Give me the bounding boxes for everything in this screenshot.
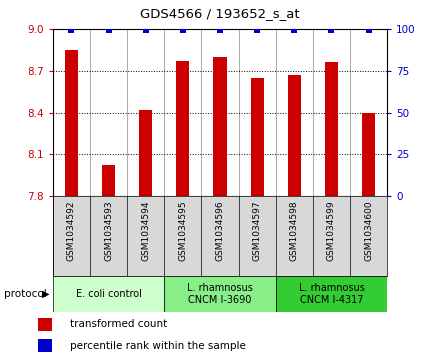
Bar [325, 62, 338, 196]
Text: ▶: ▶ [42, 289, 49, 299]
Text: GSM1034597: GSM1034597 [253, 200, 262, 261]
Text: percentile rank within the sample: percentile rank within the sample [70, 341, 246, 351]
Text: GSM1034594: GSM1034594 [141, 200, 150, 261]
Text: GSM1034596: GSM1034596 [216, 200, 224, 261]
Text: L. rhamnosus
CNCM I-4317: L. rhamnosus CNCM I-4317 [298, 283, 364, 305]
Text: GSM1034593: GSM1034593 [104, 200, 113, 261]
Bar [176, 61, 189, 196]
Point [105, 27, 112, 33]
Point [68, 27, 75, 33]
Bar [362, 113, 375, 196]
Bar [38, 339, 52, 352]
Bar [288, 75, 301, 196]
Point [291, 27, 298, 33]
Text: L. rhamnosus
CNCM I-3690: L. rhamnosus CNCM I-3690 [187, 283, 253, 305]
Bar [53, 276, 164, 312]
Text: GSM1034599: GSM1034599 [327, 200, 336, 261]
Text: transformed count: transformed count [70, 319, 167, 330]
Bar [213, 57, 227, 196]
Bar [102, 166, 115, 196]
Text: GSM1034600: GSM1034600 [364, 200, 373, 261]
Bar [276, 276, 387, 312]
Bar [251, 78, 264, 196]
Point [180, 27, 187, 33]
Point [253, 27, 260, 33]
Bar [164, 276, 276, 312]
Point [328, 27, 335, 33]
Bar [38, 318, 52, 331]
Text: GDS4566 / 193652_s_at: GDS4566 / 193652_s_at [140, 7, 300, 20]
Point [142, 27, 149, 33]
Bar [139, 110, 152, 196]
Bar [65, 50, 78, 196]
Point [216, 27, 224, 33]
Text: protocol: protocol [4, 289, 47, 299]
Text: GSM1034592: GSM1034592 [67, 200, 76, 261]
Text: GSM1034598: GSM1034598 [290, 200, 299, 261]
Point [365, 27, 372, 33]
Text: GSM1034595: GSM1034595 [178, 200, 187, 261]
Text: E. coli control: E. coli control [76, 289, 142, 299]
